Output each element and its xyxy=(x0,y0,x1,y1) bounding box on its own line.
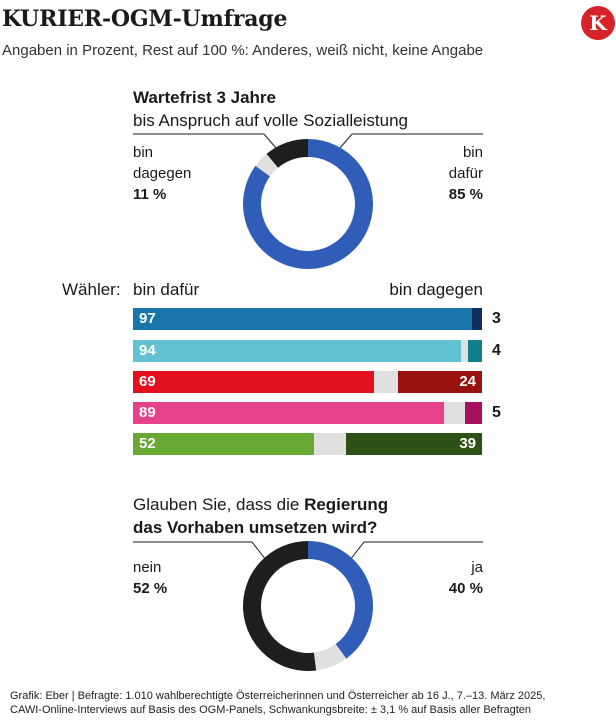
question1-left-pct: 11 % xyxy=(133,186,167,203)
question2-title-line2: das Vorhaben umsetzen wird? xyxy=(133,518,378,537)
question1-right-label: bin dafür 85 % xyxy=(403,142,483,205)
question2-title: Glauben Sie, dass die Regierung das Vorh… xyxy=(133,493,388,539)
bar-label-dagegen: 24 xyxy=(459,373,476,390)
bar-segment-dagegen xyxy=(471,308,482,330)
question1-right-line1: bin xyxy=(462,144,483,161)
question2-slice-ja xyxy=(308,541,373,659)
question1-left-line2: dagegen xyxy=(133,165,192,182)
bar-label-dafuer: 52 xyxy=(139,435,156,452)
voters-right-heading: bin dagegen xyxy=(389,280,483,299)
voters-label: Wähler: xyxy=(62,280,121,299)
bar-row-3: 69 24 xyxy=(133,371,482,393)
question2-title-pre: Glauben Sie, dass die xyxy=(133,495,305,514)
page-title: KURIER-OGM-Umfrage xyxy=(2,6,288,32)
question1-slice-bin-dagegen xyxy=(266,139,308,168)
bar-segment-dagegen xyxy=(398,371,482,393)
question1-title-line1: Wartefrist 3 Jahre xyxy=(133,88,276,107)
question2-slice-rest xyxy=(313,644,347,671)
bar-row-1: 97 xyxy=(133,308,482,330)
bar-row-2: 94 xyxy=(133,340,482,362)
voters-left-heading: bin dafür xyxy=(133,280,200,299)
bar-row-4: 89 xyxy=(133,402,482,424)
bar-segment-rest xyxy=(373,371,399,393)
bar-label-dagegen: 39 xyxy=(459,435,476,452)
bar-label-dafuer: 94 xyxy=(139,342,156,359)
page-subtitle: Angaben in Prozent, Rest auf 100 %: Ande… xyxy=(2,42,484,59)
bar-label-dagegen-outside: 3 xyxy=(492,310,501,327)
question1-title-line2: bis Anspruch auf volle Sozialleistung xyxy=(133,111,408,130)
bar-row-5: 52 39 xyxy=(133,433,482,455)
bar-segment-dagegen xyxy=(464,402,482,424)
question2-right-pct: 40 % xyxy=(448,580,483,597)
kurier-logo[interactable]: K xyxy=(581,6,615,40)
bar-segment-dagegen xyxy=(345,433,482,455)
question1-title: Wartefrist 3 Jahre bis Anspruch auf voll… xyxy=(133,86,408,132)
bar-label-dagegen-outside: 5 xyxy=(492,404,501,421)
question1-slice-rest xyxy=(255,153,279,177)
question2-donut-chart xyxy=(243,541,373,671)
question2-right-label: ja 40 % xyxy=(403,557,483,599)
footer-line2: CAWI-Online-Interviews auf Basis des OGM… xyxy=(10,704,532,716)
bar-segment-dafuer xyxy=(133,308,472,330)
bar-segment-rest xyxy=(461,340,469,362)
footer-line1: Grafik: Eber | Befragte: 1.010 wahlberec… xyxy=(10,690,546,702)
bar-segment-rest xyxy=(314,433,346,455)
bar-segment-rest xyxy=(443,402,465,424)
bar-label-dafuer: 97 xyxy=(139,310,156,327)
bar-segment-dafuer xyxy=(133,433,315,455)
question1-left-line1: bin xyxy=(133,144,154,161)
question2-left-label: nein 52 % xyxy=(133,557,167,599)
question1-donut-chart xyxy=(243,139,373,269)
question2-right-line1: ja xyxy=(471,559,483,576)
question2-slice-nein xyxy=(243,541,317,671)
bar-segment-dafuer xyxy=(133,371,374,393)
bar-segment-dafuer xyxy=(133,402,444,424)
bar-label-dafuer: 89 xyxy=(139,404,156,421)
question2-title-bold: Regierung xyxy=(304,495,389,514)
question1-right-pct: 85 % xyxy=(448,186,483,203)
footer-source: Grafik: Eber | Befragte: 1.010 wahlberec… xyxy=(10,689,545,717)
bar-label-dagegen-outside: 4 xyxy=(492,342,501,359)
question2-left-line1: nein xyxy=(133,559,162,576)
question1-left-label: bin dagegen 11 % xyxy=(133,142,191,205)
question1-right-line2: dafür xyxy=(448,165,483,182)
question2-left-pct: 52 % xyxy=(133,580,168,597)
bar-label-dafuer: 69 xyxy=(139,373,156,390)
bar-segment-dagegen xyxy=(468,340,482,362)
bar-segment-dafuer xyxy=(133,340,462,362)
